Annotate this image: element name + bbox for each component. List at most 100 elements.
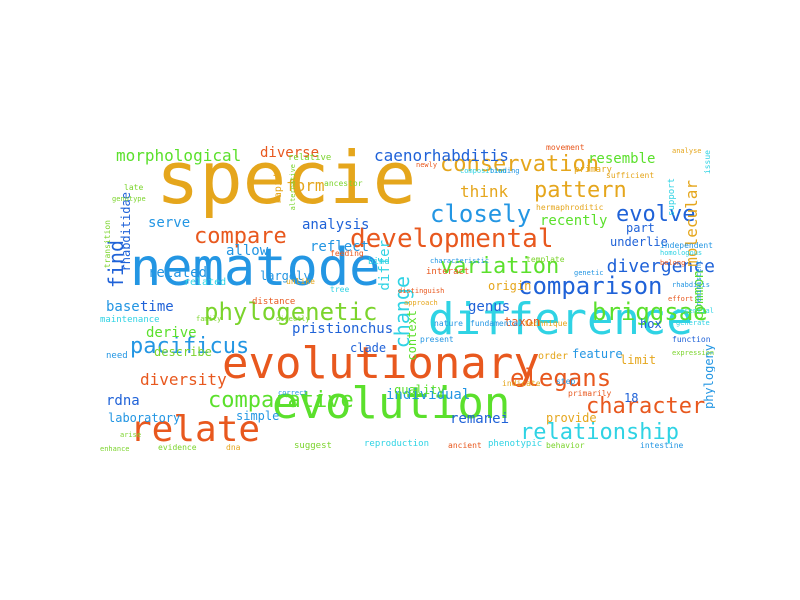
- cloud-word: characteristic: [430, 257, 490, 265]
- cloud-word: need: [106, 351, 128, 361]
- cloud-word: diverse: [260, 145, 320, 161]
- cloud-word: rhabditis: [672, 281, 710, 289]
- cloud-word: nematode: [130, 238, 381, 298]
- cloud-word: alternative: [289, 164, 297, 211]
- cloud-word: behavior: [546, 441, 585, 450]
- cloud-word: hox: [640, 317, 662, 331]
- cloud-word: quality: [394, 383, 445, 397]
- cloud-word: technique: [524, 319, 568, 328]
- cloud-word: recently: [540, 213, 608, 229]
- cloud-word: pattern: [534, 178, 627, 203]
- cloud-word: pacificus: [130, 334, 250, 359]
- cloud-word: comparison: [518, 272, 663, 300]
- cloud-word: limit: [620, 353, 657, 367]
- cloud-word: derive: [146, 325, 197, 341]
- cloud-word: remanei: [450, 411, 510, 427]
- cloud-word: describe: [154, 345, 212, 359]
- cloud-word: ancient: [448, 441, 482, 450]
- cloud-word: relationship: [520, 420, 679, 445]
- cloud-word: independent: [660, 241, 713, 250]
- cloud-word: related: [184, 277, 227, 288]
- cloud-word: evolutionary: [100, 140, 108, 141]
- cloud-word: movement: [546, 143, 585, 152]
- cloud-word: expression: [672, 349, 715, 357]
- cloud-word: intestine: [640, 441, 684, 450]
- cloud-word: briggsae: [592, 298, 708, 326]
- cloud-word: underlie: [610, 235, 668, 249]
- cloud-word: serve: [148, 215, 191, 231]
- cloud-word: morphological: [116, 146, 242, 165]
- cloud-word: context: [405, 310, 419, 361]
- cloud-word: compare: [194, 224, 287, 249]
- cloud-word: binding: [490, 167, 520, 175]
- cloud-word: character: [586, 394, 706, 419]
- cloud-word: pristionchus: [292, 321, 394, 337]
- cloud-word: genetic: [574, 269, 604, 277]
- cloud-word: interact: [426, 267, 470, 277]
- cloud-word: late: [124, 183, 144, 192]
- cloud-word: evolve: [616, 202, 696, 227]
- cloud-word: present: [420, 335, 454, 344]
- cloud-word: difference: [428, 294, 693, 345]
- cloud-word: primary: [574, 165, 612, 175]
- cloud-word: individual: [386, 387, 471, 403]
- cloud-word: origin: [488, 279, 532, 293]
- word-cloud: specie nematode evolutionary difference evol…: [100, 140, 715, 460]
- cloud-word: comparative: [208, 388, 354, 413]
- cloud-word: base: [106, 299, 140, 315]
- cloud-word: unlike: [286, 277, 315, 286]
- cloud-word: form: [286, 176, 325, 195]
- cloud-word: composition: [460, 167, 507, 175]
- cloud-word: primarily: [568, 389, 612, 398]
- cloud-word: conservation: [440, 152, 599, 177]
- cloud-word: provide: [546, 411, 597, 425]
- cloud-word: hermaphroditic: [536, 203, 604, 212]
- cloud-word: distinguish: [398, 287, 445, 295]
- cloud-word: feeding: [330, 249, 364, 258]
- cloud-word: function: [672, 335, 711, 344]
- cloud-word: newly: [416, 161, 438, 169]
- cloud-word: 18: [624, 391, 639, 405]
- cloud-word: specie: [156, 140, 417, 220]
- cloud-word: essential: [676, 307, 714, 315]
- cloud-word: suggest: [294, 441, 332, 451]
- cloud-word: correct: [278, 389, 308, 397]
- cloud-word: tree: [330, 285, 350, 294]
- cloud-word: ancestor: [324, 179, 363, 188]
- cloud-word: genus: [468, 299, 511, 315]
- cloud-word: time: [140, 299, 174, 315]
- cloud-word: phenotypic: [488, 439, 543, 449]
- cloud-word: sufficient: [606, 171, 655, 180]
- cloud-word: homologous: [660, 249, 703, 257]
- cloud-word: issue: [703, 150, 712, 175]
- cloud-word: indicate: [502, 379, 541, 388]
- cloud-word: arise: [120, 431, 142, 439]
- cloud-word: step: [556, 377, 576, 386]
- cloud-word: evolutionary: [222, 338, 540, 389]
- cloud-word: relate: [130, 409, 261, 450]
- cloud-word: reflect: [310, 239, 370, 255]
- cloud-word: genotype: [112, 195, 146, 203]
- cloud-word: elegans: [510, 364, 612, 392]
- cloud-word: allow: [226, 243, 269, 259]
- cloud-word: template: [526, 255, 565, 264]
- cloud-word: support: [667, 178, 677, 216]
- cloud-word: enhance: [100, 445, 130, 453]
- cloud-word: belong: [660, 259, 686, 267]
- cloud-word: bind: [368, 257, 390, 267]
- cloud-word: nature: [434, 319, 463, 328]
- cloud-word: think: [460, 182, 509, 201]
- cloud-word: reproduction: [364, 439, 430, 449]
- cloud-word: largely: [260, 269, 311, 283]
- cloud-word: resemble: [588, 151, 656, 167]
- cloud-word: evidence: [158, 443, 197, 452]
- cloud-word: reminiscent: [695, 260, 703, 307]
- cloud-word: related: [148, 265, 208, 281]
- cloud-word: developmental: [350, 224, 554, 254]
- cloud-word: effort: [668, 295, 694, 303]
- cloud-word: approach: [404, 299, 438, 307]
- cloud-word: directly: [276, 315, 310, 323]
- cloud-word: maintenance: [100, 315, 160, 325]
- cloud-word: dna: [226, 443, 241, 452]
